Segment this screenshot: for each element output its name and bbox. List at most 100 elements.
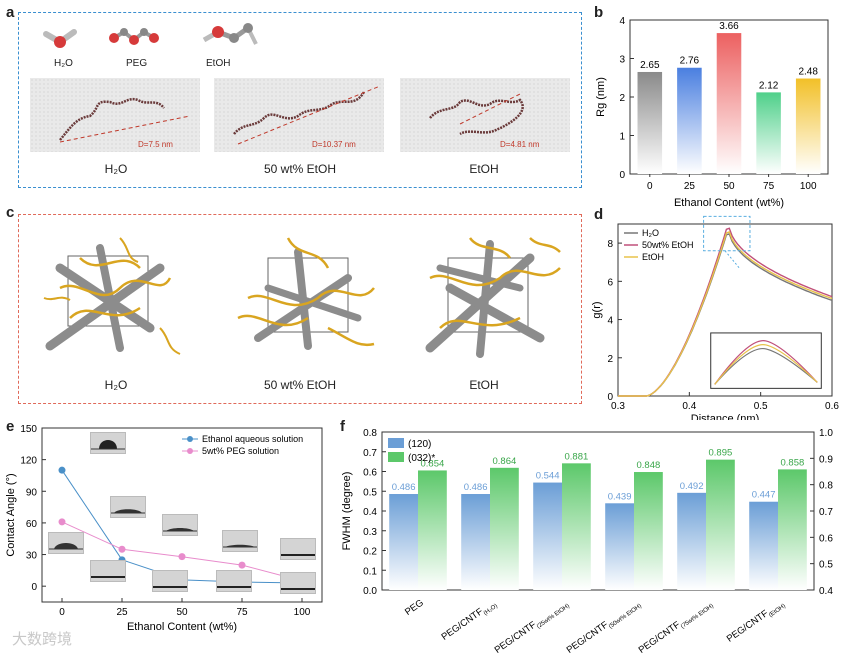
legend-label: 5wt% PEG solution xyxy=(202,446,279,456)
droplet-photo-ethanol-100 xyxy=(280,572,316,594)
legend-label: (120) xyxy=(408,439,431,450)
y-tick-label: 90 xyxy=(26,487,38,498)
panel-c-frame xyxy=(18,214,582,404)
bar-value-label: 2.65 xyxy=(640,60,660,71)
molecule-label-ethanol: EtOH xyxy=(206,58,231,69)
panel-c-caption-ethanol: EtOH xyxy=(469,378,499,392)
y-tick-label-right: 1.0 xyxy=(819,428,833,439)
x-tick-label: 0.4 xyxy=(682,401,696,412)
inset-line-2 xyxy=(714,344,818,385)
bar-75 xyxy=(756,92,781,174)
bar-value-label: 0.854 xyxy=(421,458,445,469)
droplet-photo-peg-75 xyxy=(222,530,258,552)
data-point xyxy=(238,561,246,569)
x-tick-label-sub: (75wt% EtOH) xyxy=(680,603,715,630)
droplet-photo-peg-25 xyxy=(110,496,146,518)
bar-032-2 xyxy=(562,463,591,590)
droplet-photo-water xyxy=(90,432,126,454)
x-tick-label-main: PEG/CNTF xyxy=(565,619,611,654)
bar-value-label: 2.76 xyxy=(680,56,700,67)
bar-value-label: 0.486 xyxy=(464,482,488,493)
y-tick-label-left: 0.2 xyxy=(363,547,377,558)
bar-value-label: 0.848 xyxy=(637,460,661,471)
y-tick-label-right: 0.5 xyxy=(819,560,833,571)
fwhm-bar-chart: 0.0 0.1 0.2 0.3 0.4 0.5 0.6 0.7 0.8 0.4 0.5 0.6 0.7 0… xyxy=(341,428,833,654)
molecule-label-peg: PEG xyxy=(126,58,148,69)
x-tick-label-main: PEG/CNTF xyxy=(440,606,486,643)
y-tick-label: 2 xyxy=(607,354,613,365)
y-tick-label-left: 0.4 xyxy=(363,507,377,518)
panel-label-f: f xyxy=(340,418,345,435)
y-tick-label-left: 0.7 xyxy=(363,448,377,459)
panel-a-caption-ethanol: EtOH xyxy=(469,162,499,176)
x-tick-label: 0.3 xyxy=(611,401,625,412)
bar-120-5 xyxy=(749,501,778,590)
y-axis-label: Contact Angle (°) xyxy=(5,473,17,556)
bar-value-label: 0.881 xyxy=(565,451,589,462)
molecule-label-water: H₂O xyxy=(54,58,73,69)
y-tick-label: 6 xyxy=(607,277,613,288)
panel-a-caption-50wt-etoh: 50 wt% EtOH xyxy=(263,162,337,176)
panel-label-a: a xyxy=(6,4,15,21)
x-tick-label-main: PEG xyxy=(403,597,426,618)
x-tick-label-main: PEG/CNTF xyxy=(637,619,683,654)
peg-molecule-icon xyxy=(109,28,159,45)
y-tick-label: 3 xyxy=(619,55,625,66)
cnt-peg-structure-water xyxy=(43,237,181,355)
y-tick-label: 120 xyxy=(20,456,37,467)
legend-swatch xyxy=(388,452,404,462)
x-tick-label-sub: (50wt% EtOH) xyxy=(608,603,643,630)
x-tick-label: 0.6 xyxy=(825,401,839,412)
x-tick-label-sub: (EtOH) xyxy=(768,603,787,619)
x-axis-label: Ethanol Content (wt%) xyxy=(127,621,237,633)
y-axis-label: g(r) xyxy=(591,301,603,318)
y-tick-label: 1 xyxy=(619,132,625,143)
panel-label-d: d xyxy=(594,206,604,223)
y-tick-label: 2 xyxy=(619,93,625,104)
y-tick-label-right: 0.9 xyxy=(819,454,833,465)
x-tick-label: 50 xyxy=(176,607,188,618)
legend-label: (032)* xyxy=(408,453,435,464)
x-tick-label-main: PEG/CNTF xyxy=(725,608,771,645)
panel-label-b: b xyxy=(594,4,604,21)
bar-value-label: 2.12 xyxy=(759,80,779,91)
x-tick-label: PEG/CNTF(25wt% EtOH) xyxy=(493,597,571,654)
legend-label: H₂O xyxy=(642,228,659,238)
cnt-peg-structure-50wt-etoh xyxy=(237,237,375,350)
droplet-photo-peg-0 xyxy=(48,532,84,554)
x-tick-label: 100 xyxy=(800,181,817,192)
x-tick-label: 75 xyxy=(236,607,248,618)
x-tick-label: 50 xyxy=(723,181,735,192)
panel-c-caption-50wt-etoh: 50 wt% EtOH xyxy=(263,378,337,392)
x-tick-label: 0 xyxy=(647,181,653,192)
ethanol-molecule-icon xyxy=(202,23,258,45)
y-tick-label-right: 0.8 xyxy=(819,481,833,492)
end-to-end-distance-water: D=7.5 nm xyxy=(138,140,173,149)
bar-value-label: 0.486 xyxy=(392,482,416,493)
bar-032-5 xyxy=(778,469,807,590)
simulation-snapshot-water: D=7.5 nm xyxy=(30,78,200,152)
inset-connector xyxy=(724,250,740,269)
x-tick-label: 25 xyxy=(684,181,696,192)
droplet-photo-peg-50 xyxy=(162,514,198,536)
x-tick-label: PEG/CNTF(75wt% EtOH) xyxy=(637,597,715,654)
x-tick-label: 0 xyxy=(59,607,65,618)
bar-032-4 xyxy=(706,459,735,590)
watermark: 大数跨境 xyxy=(12,631,73,648)
bar-120-4 xyxy=(677,492,706,590)
legend-label: Ethanol aqueous solution xyxy=(202,434,303,444)
y-tick-label-right: 0.6 xyxy=(819,533,833,544)
y-tick-label-left: 0.5 xyxy=(363,487,377,498)
bar-032-3 xyxy=(634,472,663,590)
bar-120-0 xyxy=(389,494,418,590)
x-tick-label: 25 xyxy=(116,607,128,618)
x-tick-label-sub: (25wt% EtOH) xyxy=(536,603,571,630)
y-tick-label: 4 xyxy=(619,16,625,27)
x-tick-label: PEG xyxy=(403,597,426,618)
bar-032-0 xyxy=(418,470,447,590)
x-tick-label: 75 xyxy=(763,181,775,192)
droplet-photo-peg-100 xyxy=(280,538,316,560)
end-to-end-distance-ethanol: D=4.81 nm xyxy=(500,140,540,149)
y-tick-label-left: 0.6 xyxy=(363,468,377,479)
bar-value-label: 3.66 xyxy=(719,21,739,32)
